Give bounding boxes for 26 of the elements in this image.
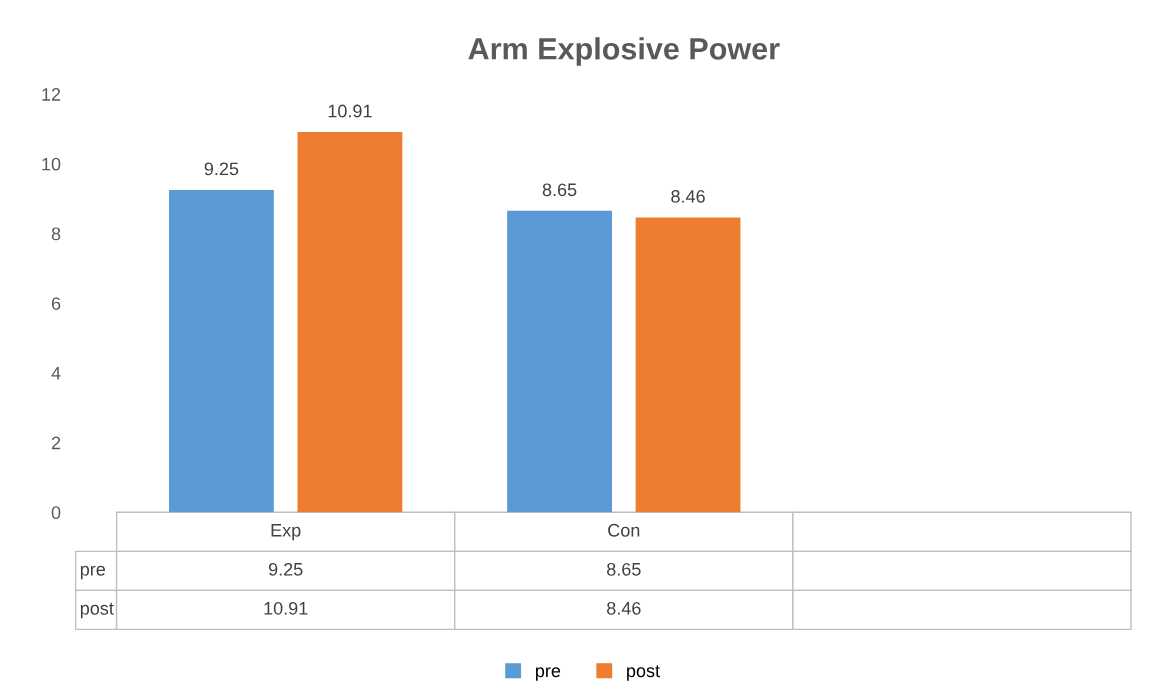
text: 8.46: [671, 190, 705, 203]
text: 9.25: [204, 162, 239, 176]
bar: [297, 132, 403, 513]
data-label: 10.91: [264, 601, 308, 615]
text: 8.65: [542, 183, 577, 197]
x-tick-label: Exp: [271, 524, 301, 541]
data-label: 9.25: [268, 562, 303, 576]
y-tick-label: 2: [51, 436, 61, 450]
text: 10.91: [328, 104, 372, 118]
data-label: 8.65: [607, 562, 641, 576]
y-tick-label: 12: [42, 88, 61, 101]
y-tick-label: 8: [51, 227, 61, 241]
legend-label: post: [627, 665, 660, 681]
y-tick-label: 10: [42, 157, 61, 171]
x-tick-label: Con: [608, 523, 640, 537]
data-label: 8.46: [607, 601, 641, 615]
bar: [507, 210, 612, 513]
text: post: [80, 602, 114, 619]
y-tick-label: 6: [51, 297, 61, 310]
chart-title: Arm Explosive Power: [468, 37, 780, 66]
y-tick-label: 4: [51, 367, 61, 380]
bar: [169, 189, 274, 513]
text: pre: [80, 565, 106, 580]
y-tick-label: 0: [51, 506, 61, 520]
legend-label: pre: [536, 667, 561, 681]
bar: [635, 217, 741, 513]
